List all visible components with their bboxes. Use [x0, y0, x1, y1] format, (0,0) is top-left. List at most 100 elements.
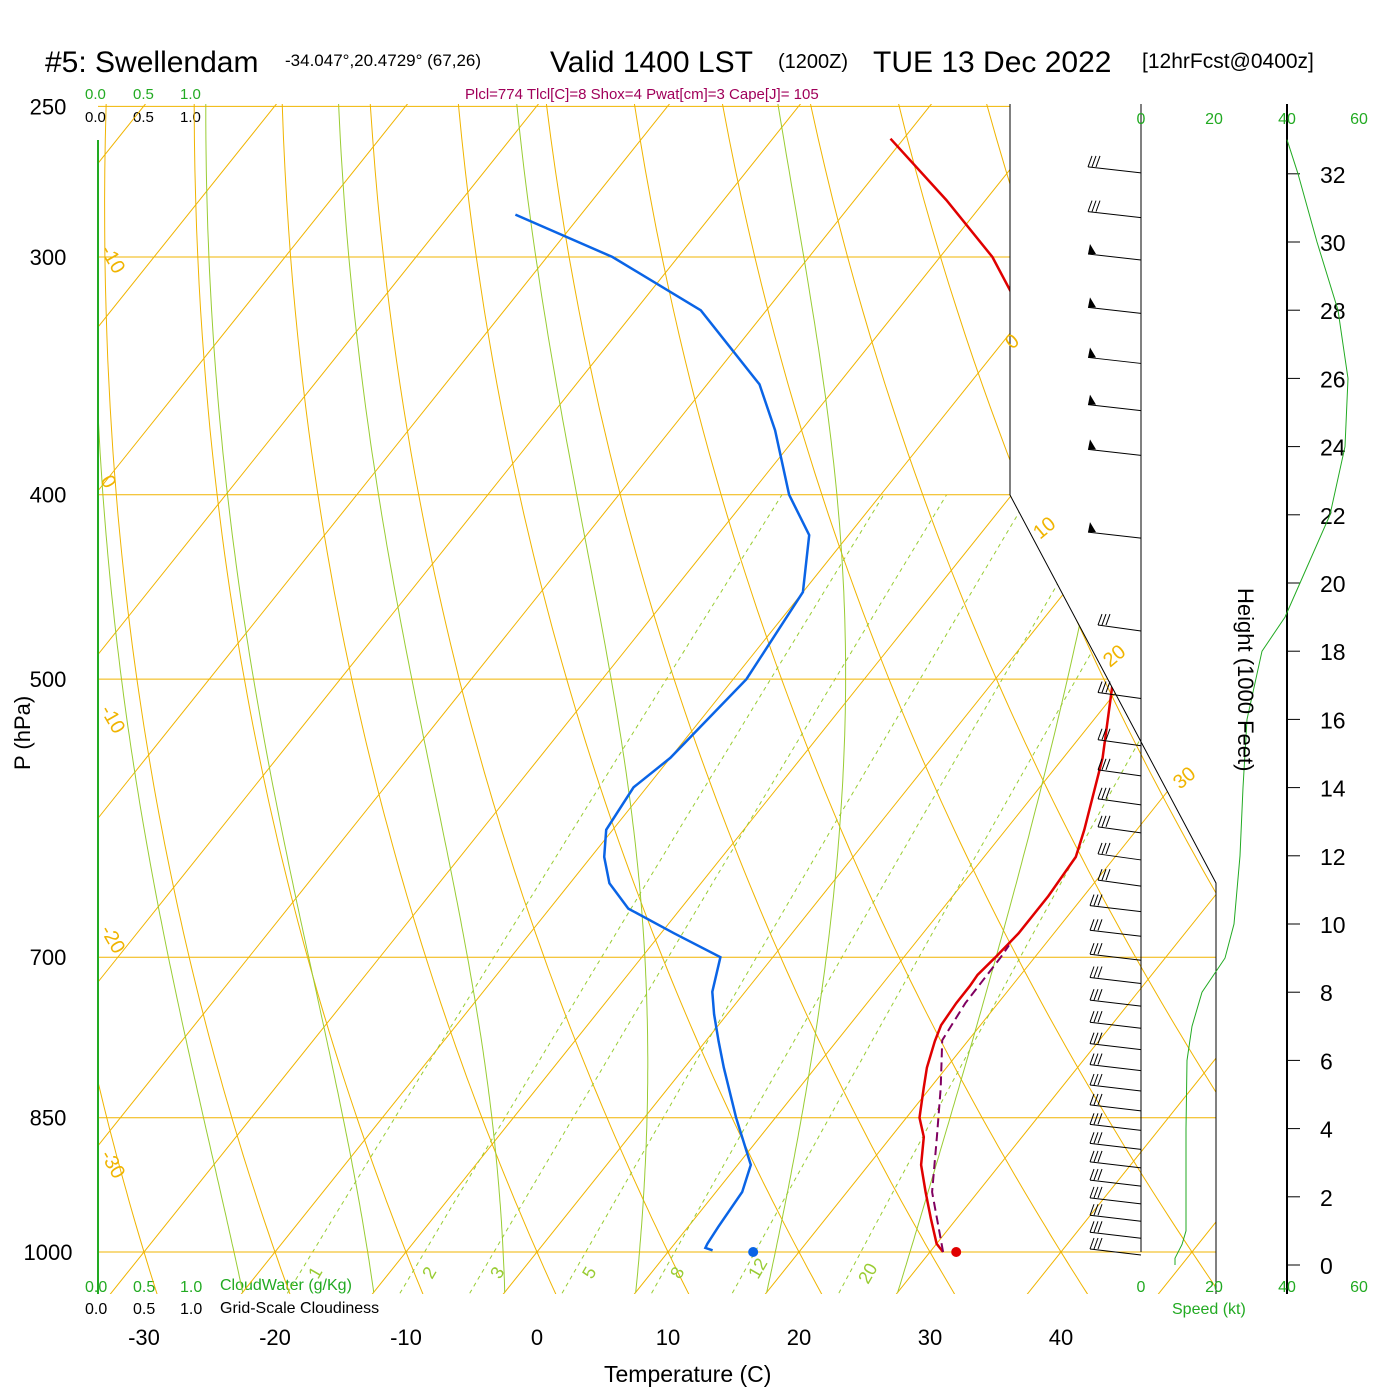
speed-tick-label: 60 — [1350, 111, 1368, 128]
height-tick-label: 18 — [1320, 639, 1346, 665]
speed-tick-label: 60 — [1350, 1279, 1368, 1296]
wind-barb-feather — [1097, 919, 1103, 931]
height-tick-label: 26 — [1320, 366, 1346, 392]
wind-barb-pennant — [1088, 297, 1096, 308]
wind-barb-feather — [1091, 200, 1097, 212]
wind-barb-feather — [1105, 728, 1111, 740]
cloudiness-scale-bottom: 0.0 0.5 1.0 Grid-Scale Cloudiness — [85, 1300, 379, 1318]
wind-barb-feather — [1093, 1221, 1099, 1233]
wind-barb-feather — [1089, 1093, 1095, 1106]
wind-barb-feather — [1093, 1011, 1099, 1023]
cloudiness-label: Grid-Scale Cloudiness — [220, 1300, 379, 1317]
mixing-ratio-label: 20 — [854, 1260, 881, 1287]
wind-barb-feather — [1101, 869, 1107, 881]
wind-barb-feather — [1093, 1168, 1099, 1181]
isotherm — [764, 729, 1216, 1294]
cloudwater-scale-top: 0.0 0.5 1.0 — [85, 86, 201, 103]
x-tick-label: 0 — [531, 1325, 543, 1350]
wind-barb — [1087, 253, 1142, 261]
wind-barb-feather — [1097, 1186, 1103, 1199]
height-tick-label: 8 — [1320, 980, 1333, 1006]
wind-barb-feather — [1089, 1237, 1095, 1250]
wind-barb — [1089, 1248, 1142, 1256]
cloudiness-tick: 0.5 — [133, 1301, 155, 1318]
dry-adiabat — [633, 104, 1089, 1294]
mixing-ratio-line — [286, 494, 783, 1294]
x-tick-label: -20 — [259, 1325, 291, 1350]
wind-barb-feather — [1105, 842, 1111, 855]
surface-dewpoint-point — [748, 1247, 759, 1257]
wind-barb — [1097, 798, 1142, 806]
wind-barb-feather — [1089, 894, 1095, 906]
pressure-tick-label: 500 — [30, 667, 67, 692]
wind-barb-feather — [1105, 613, 1111, 626]
cloudwater-label: CloudWater (g/Kg) — [220, 1277, 352, 1294]
height-tick-label: 22 — [1320, 503, 1346, 529]
wind-barb-feather — [1097, 815, 1103, 828]
height-tick-label: 30 — [1320, 230, 1346, 256]
wind-barb — [1089, 1231, 1142, 1239]
wind-barb-feather — [1097, 1132, 1103, 1144]
wind-barb-feather — [1089, 1168, 1095, 1181]
wind-barb-feather — [1093, 1132, 1099, 1144]
dry-adiabat — [545, 104, 956, 1294]
wind-barb-feather — [1105, 869, 1111, 881]
wind-barb-feather — [1093, 894, 1099, 906]
mixing-ratio-label: 12 — [744, 1255, 771, 1282]
mixing-ratio-line — [731, 494, 1183, 1294]
isotherm-label: -20 — [96, 922, 130, 958]
pressure-tick-label: 250 — [30, 94, 67, 119]
isotherm-label: -30 — [96, 1147, 130, 1183]
cloudiness-tick: 1.0 — [180, 109, 201, 126]
cloudiness-scale-top: 0.0 0.5 1.0 — [85, 109, 201, 126]
isotherm — [98, 104, 671, 820]
wind-barb-feather — [1097, 869, 1103, 881]
cloudwater-scale-bottom: 0.0 0.5 1.0 CloudWater (g/Kg) — [85, 1277, 352, 1296]
wind-barb-feather — [1091, 155, 1097, 168]
mixing-ratio-label: 2 — [418, 1263, 440, 1282]
wind-barb-feather — [1105, 681, 1111, 693]
wind-barb — [1089, 905, 1142, 913]
wind-barb — [1089, 1197, 1142, 1205]
wind-barb-feather — [1101, 728, 1107, 740]
dry-adiabat — [0, 73, 26, 1301]
wind-barb — [1087, 306, 1142, 314]
pressure-tick-label: 400 — [30, 483, 67, 508]
pressure-tick-label: 700 — [30, 945, 67, 970]
valid-date: TUE 13 Dec 2022 — [873, 46, 1111, 79]
wind-barb-feather — [1097, 787, 1103, 799]
mixing-ratio-lines — [286, 494, 1216, 1294]
height-tick-label: 10 — [1320, 912, 1346, 938]
wind-barb — [1089, 953, 1142, 961]
wind-barb — [1089, 929, 1142, 937]
wind-barb-feather — [1101, 842, 1107, 855]
wind-barb-feather — [1089, 1073, 1095, 1086]
cloudwater-tick: 1.0 — [180, 86, 201, 103]
wind-speed-profile — [1174, 139, 1349, 1265]
wind-barb-feather — [1097, 1073, 1103, 1086]
mixing-ratio-line — [650, 494, 1111, 1294]
dry-adiabat — [98, 1079, 158, 1294]
station-coords: -34.047°,20.4729° (67,26) — [285, 51, 481, 70]
pressure-tick-label: 1000 — [24, 1240, 73, 1265]
wind-barb-feather — [1097, 1093, 1103, 1106]
dry-adiabat — [369, 104, 690, 1294]
wind-barb-feather — [1089, 1132, 1095, 1144]
wind-barb-feather — [1089, 943, 1095, 955]
wind-barb-feather — [1087, 200, 1093, 212]
wind-barb — [1097, 769, 1142, 777]
wind-barb-feather — [1093, 1186, 1099, 1199]
wind-barb — [1087, 356, 1142, 364]
y-axis-title: P (hPa) — [10, 696, 35, 770]
cloudwater-tick: 0.5 — [133, 86, 154, 103]
zulu-time: (1200Z) — [778, 51, 848, 73]
height-tick-label: 14 — [1320, 776, 1346, 802]
wind-barb — [1097, 739, 1142, 747]
mixing-ratio-label: 5 — [578, 1263, 600, 1282]
wind-barb-feather — [1093, 1204, 1099, 1216]
dry-adiabat — [457, 104, 823, 1294]
wind-barb-feather — [1101, 613, 1107, 626]
x-tick-label: 20 — [787, 1325, 811, 1350]
